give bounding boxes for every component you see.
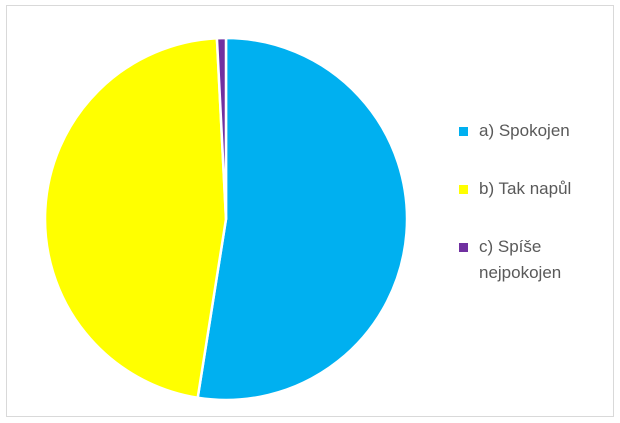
legend-swatch-spise-nespokojen: [459, 243, 468, 252]
legend-item-spokojen: a) Spokojen: [459, 118, 619, 144]
legend-swatch-spokojen: [459, 127, 468, 136]
legend-item-tak-napul: b) Tak napůl: [459, 176, 619, 202]
chart-legend: a) Spokojen b) Tak napůl c) Spíše nejpok…: [459, 118, 619, 286]
pie-slice-tak-napul: [43, 36, 228, 400]
legend-label-spise-nespokojen: c) Spíše nejpokojen: [479, 237, 562, 282]
pie-chart: [43, 36, 409, 402]
legend-item-spise-nespokojen: c) Spíše nejpokojen: [459, 234, 619, 286]
legend-label-spokojen: a) Spokojen: [479, 121, 570, 140]
pie-slice-spise-nespokojen: [215, 36, 228, 221]
legend-label-tak-napul: b) Tak napůl: [479, 179, 572, 198]
pie-slice-spokojen: [196, 36, 409, 402]
legend-swatch-tak-napul: [459, 185, 468, 194]
chart-area: a) Spokojen b) Tak napůl c) Spíše nejpok…: [6, 5, 614, 417]
